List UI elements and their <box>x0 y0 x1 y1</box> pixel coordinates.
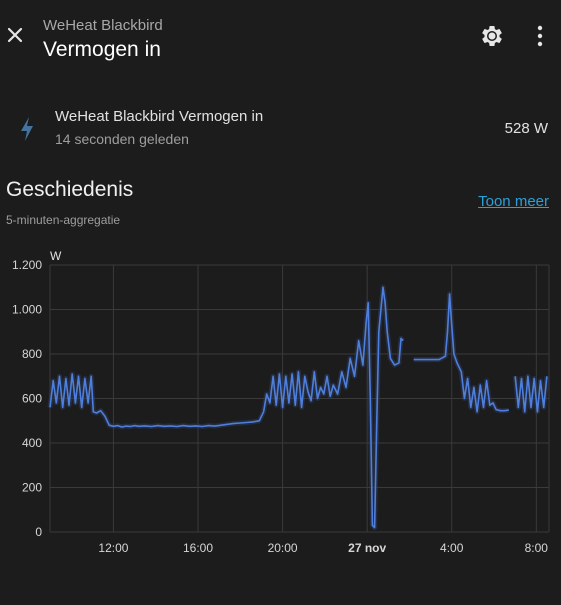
x-tick-label: 8:00 <box>525 541 549 555</box>
y-tick-label: 400 <box>22 436 42 450</box>
series-line <box>49 286 404 529</box>
chart-grid <box>49 264 550 533</box>
series-line <box>413 293 509 413</box>
entity-name: WeHeat Blackbird Vermogen in <box>55 108 264 125</box>
series-line <box>514 375 548 413</box>
y-tick-label: 1.000 <box>12 303 42 317</box>
close-button[interactable] <box>4 22 26 48</box>
flash-icon <box>16 116 38 142</box>
dots-vertical-icon <box>537 25 543 47</box>
device-name: WeHeat Blackbird <box>43 17 163 34</box>
close-icon <box>7 27 23 43</box>
chart-ticks: 0 200 400 600 800 1.000 1.200 12:00 16:00 20:00 27… <box>12 258 548 555</box>
series-band <box>47 284 405 531</box>
x-tick-label: 16:00 <box>183 541 213 555</box>
chart-range-bands <box>47 284 550 531</box>
y-tick-label: 200 <box>22 481 42 495</box>
x-tick-label: 20:00 <box>268 541 298 555</box>
entity-state-value: 528 W <box>504 120 548 137</box>
last-changed: 14 seconden geleden <box>55 131 189 147</box>
x-tick-label: 12:00 <box>98 541 128 555</box>
show-more-link[interactable]: Toon meer <box>478 193 549 210</box>
entity-state-row[interactable]: WeHeat Blackbird Vermogen in 14 seconden… <box>0 100 561 158</box>
y-tick-label: 0 <box>35 525 42 539</box>
aggregation-label: 5-minuten-aggregatie <box>6 213 121 227</box>
gear-icon <box>482 26 502 46</box>
history-title: Geschiedenis <box>6 178 134 201</box>
more-options-button[interactable] <box>530 24 550 48</box>
y-tick-label: 600 <box>22 392 42 406</box>
x-tick-label: 27 nov <box>348 541 386 555</box>
series-band <box>413 291 510 415</box>
y-tick-label: 1.200 <box>12 258 42 272</box>
history-chart[interactable]: 0 200 400 600 800 1.000 1.200 12:00 16:00 20:00 27… <box>0 240 561 570</box>
dialog-header: WeHeat Blackbird Vermogen in <box>0 0 561 80</box>
settings-button[interactable] <box>480 24 504 48</box>
y-tick-label: 800 <box>22 347 42 361</box>
chart-series <box>49 286 548 529</box>
dialog-title: Vermogen in <box>43 38 161 61</box>
x-tick-label: 4:00 <box>440 541 464 555</box>
y-axis-label: W <box>50 249 62 263</box>
